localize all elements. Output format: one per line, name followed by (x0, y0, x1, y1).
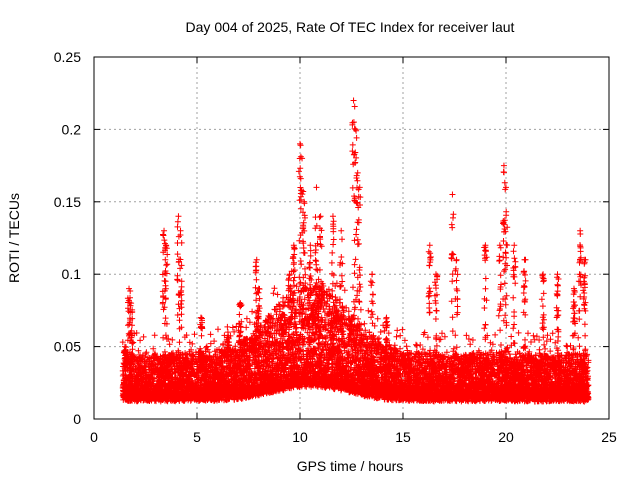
roti-peak-point (161, 227, 168, 234)
roti-peak-point (121, 343, 128, 350)
data-points (119, 97, 592, 405)
roti-peak-point (299, 155, 306, 162)
roti-peak-point (503, 184, 509, 191)
roti-peak-point (198, 314, 205, 321)
grid-lines (94, 57, 609, 419)
roti-peak-point (449, 191, 456, 198)
roti-peak-point (313, 184, 320, 191)
roti-peak-point (570, 285, 577, 292)
x-tick-label: 5 (193, 429, 201, 445)
roti-peak-point (237, 300, 244, 307)
roti-peak-point (496, 242, 503, 249)
x-tick-label: 20 (498, 429, 514, 445)
roti-background-cloud (119, 103, 592, 405)
roti-peak-point (540, 271, 547, 278)
roti-peak-point (554, 271, 561, 278)
roti-peak-point (500, 162, 507, 169)
roti-peak-point (581, 256, 588, 263)
y-tick-label: 0 (73, 411, 81, 427)
y-tick-label: 0.15 (54, 194, 81, 210)
roti-peak-point (317, 213, 324, 220)
roti-peak-point (383, 314, 390, 321)
roti-peak-point (350, 97, 357, 104)
y-tick-label: 0.05 (54, 339, 81, 355)
roti-peak-point (426, 242, 433, 249)
roti-peak-point (253, 256, 260, 263)
roti-peak-point (301, 198, 308, 205)
roti-peak-point (128, 300, 135, 307)
roti-peak-point (369, 271, 376, 278)
roti-peak-point (354, 169, 361, 176)
roti-peak-point (290, 242, 297, 249)
roti-peak-point (163, 242, 170, 249)
roti-peak-point (286, 271, 293, 278)
roti-peak-point (356, 184, 363, 191)
x-tick-label: 25 (601, 429, 617, 445)
chart-title: Day 004 of 2025, Rate Of TEC Index for r… (186, 19, 515, 35)
roti-peak-point (338, 227, 345, 234)
roti-peak-point (521, 256, 528, 263)
plot-frame (93, 56, 610, 420)
y-tick-label: 0.2 (62, 121, 82, 137)
y-tick-label: 0.25 (54, 49, 81, 65)
roti-peak-point (175, 213, 182, 220)
x-tick-label: 15 (395, 429, 411, 445)
roti-peak-point (177, 227, 184, 234)
roti-peak-point (224, 329, 231, 336)
y-tick-label: 0.1 (62, 266, 82, 282)
roti-peak-point (352, 126, 359, 133)
roti-peak-point (307, 242, 314, 249)
roti-peak-point (432, 271, 439, 278)
x-tick-label: 0 (90, 429, 98, 445)
roti-peak-point (482, 242, 489, 249)
roti-peak-point (511, 242, 518, 249)
roti-peak-point (577, 227, 584, 234)
roti-peak-point (297, 140, 303, 147)
roti-peak-point (126, 285, 133, 292)
axes: 0 5 10 15 20 25 0 0.05 0.1 0.15 0.2 0.25 (54, 49, 617, 445)
roti-peak-point (255, 285, 262, 292)
x-axis-label: GPS time / hours (297, 458, 404, 474)
y-axis-label: ROTI / TECUs (6, 193, 22, 283)
roti-peak-point (329, 213, 336, 220)
roti-peak-point (453, 256, 460, 263)
x-tick-label: 10 (292, 429, 308, 445)
